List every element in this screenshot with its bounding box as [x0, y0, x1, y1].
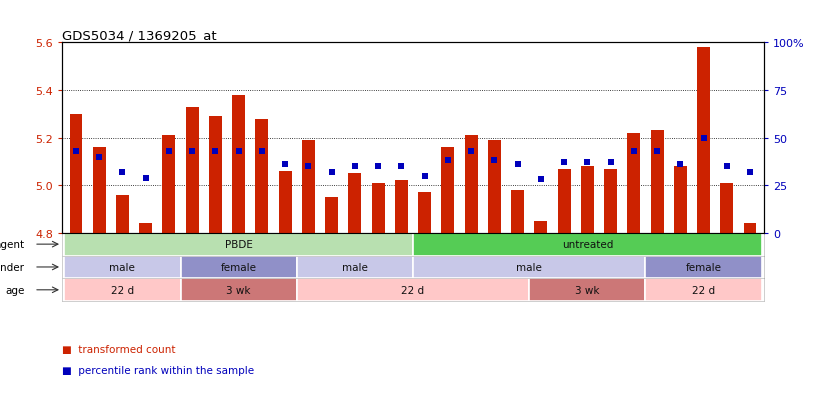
Point	[372, 164, 385, 170]
Bar	[465, 136, 477, 233]
Text: gender: gender	[0, 262, 25, 272]
Text: female: female	[221, 262, 257, 272]
Point	[301, 164, 315, 170]
Bar	[413, 233, 762, 256]
Text: GDS5034 / 1369205_at: GDS5034 / 1369205_at	[62, 29, 216, 42]
Point	[697, 135, 710, 142]
Bar	[297, 279, 529, 301]
Text: male: male	[342, 262, 368, 272]
Bar	[93, 148, 106, 233]
Point	[116, 169, 129, 176]
Point	[558, 160, 571, 166]
Point	[674, 161, 687, 168]
Text: male: male	[516, 262, 542, 272]
Bar	[743, 224, 757, 233]
Bar	[69, 114, 83, 233]
Point	[325, 169, 338, 176]
Point	[488, 158, 501, 164]
Point	[232, 148, 245, 155]
Point	[139, 175, 152, 181]
Point	[464, 148, 477, 155]
Bar	[297, 256, 413, 279]
Point	[209, 148, 222, 155]
Bar	[529, 279, 645, 301]
Point	[255, 148, 268, 155]
Point	[720, 164, 733, 170]
Point	[651, 148, 664, 155]
Bar	[418, 193, 431, 233]
Bar	[645, 256, 762, 279]
Text: age: age	[6, 285, 25, 295]
Point	[581, 160, 594, 166]
Bar	[349, 174, 361, 233]
Point	[743, 169, 757, 176]
Bar	[697, 48, 710, 233]
Bar	[209, 117, 222, 233]
Point	[162, 148, 175, 155]
Bar	[581, 167, 594, 233]
Bar	[278, 171, 292, 233]
Bar	[181, 256, 297, 279]
Bar	[674, 167, 686, 233]
Bar	[116, 195, 129, 233]
Point	[627, 148, 640, 155]
Text: PBDE: PBDE	[225, 240, 253, 249]
Bar	[302, 141, 315, 233]
Bar	[64, 279, 181, 301]
Bar	[534, 221, 548, 233]
Bar	[604, 169, 617, 233]
Text: female: female	[686, 262, 722, 272]
Point	[278, 161, 292, 168]
Point	[604, 160, 617, 166]
Bar	[441, 148, 454, 233]
Bar	[186, 107, 198, 233]
Bar	[163, 136, 175, 233]
Text: ■  percentile rank within the sample: ■ percentile rank within the sample	[62, 366, 254, 375]
Bar	[395, 181, 408, 233]
Text: 22 d: 22 d	[401, 285, 425, 295]
Bar	[232, 95, 245, 233]
Bar	[140, 224, 152, 233]
Bar	[64, 233, 413, 256]
Bar	[413, 256, 645, 279]
Bar	[651, 131, 663, 233]
Bar	[720, 183, 733, 233]
Text: untreated: untreated	[562, 240, 613, 249]
Bar	[511, 190, 524, 233]
Text: male: male	[110, 262, 135, 272]
Text: 22 d: 22 d	[111, 285, 134, 295]
Bar	[64, 256, 181, 279]
Bar	[181, 279, 297, 301]
Point	[349, 164, 362, 170]
Point	[511, 161, 525, 168]
Point	[395, 164, 408, 170]
Point	[93, 154, 106, 161]
Point	[441, 158, 454, 164]
Bar	[488, 141, 501, 233]
Text: 22 d: 22 d	[692, 285, 715, 295]
Bar	[372, 183, 385, 233]
Point	[69, 148, 83, 155]
Point	[186, 148, 199, 155]
Bar	[325, 197, 338, 233]
Bar	[628, 133, 640, 233]
Text: 3 wk: 3 wk	[575, 285, 600, 295]
Point	[534, 177, 548, 183]
Point	[418, 173, 431, 180]
Bar	[558, 169, 571, 233]
Bar	[255, 119, 268, 233]
Bar	[645, 279, 762, 301]
Text: agent: agent	[0, 240, 25, 249]
Text: ■  transformed count: ■ transformed count	[62, 344, 175, 354]
Text: 3 wk: 3 wk	[226, 285, 251, 295]
